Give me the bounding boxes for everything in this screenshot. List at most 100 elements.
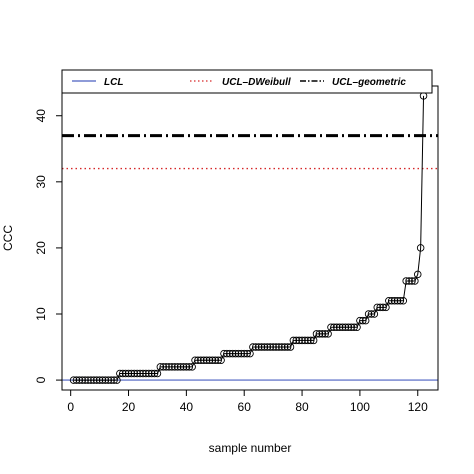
legend-label: UCL–DWeibull: [222, 77, 291, 88]
data-point: [416, 244, 425, 252]
y-axis: 0 10 20 30 40: [34, 109, 63, 383]
x-tick-label: 0: [67, 400, 74, 414]
data-point: [257, 343, 266, 351]
data-point: [185, 363, 194, 371]
x-axis-label: sample number: [209, 441, 292, 455]
data-point: [347, 323, 355, 331]
data-point: [127, 369, 136, 378]
data-point: [306, 336, 315, 345]
x-tick-label: 60: [238, 400, 252, 414]
data-point: [145, 369, 153, 378]
data-point: [116, 369, 124, 378]
data-point: [405, 277, 413, 285]
data-point: [217, 356, 225, 365]
data-point: [231, 349, 240, 358]
data-point: [266, 343, 275, 351]
data-point: [72, 376, 81, 384]
data-point: [159, 363, 167, 371]
data-point: [136, 369, 144, 378]
data-point: [335, 323, 344, 331]
data-point: [393, 297, 402, 305]
data-point: [286, 343, 295, 351]
data-point: [165, 363, 173, 371]
data-point: [202, 356, 211, 365]
x-tick-label: 120: [408, 400, 428, 414]
data-point: [252, 343, 260, 351]
data-point: [272, 343, 280, 351]
x-tick-label: 20: [122, 400, 136, 414]
data-point: [194, 356, 202, 365]
data-point: [330, 323, 338, 331]
data-point: [411, 277, 419, 285]
data-point: [234, 349, 243, 358]
data-point: [376, 303, 384, 312]
legend: LCL UCL–DWeibull UCL–geometric: [61, 69, 433, 94]
control-limit-lines: [62, 134, 438, 381]
y-tick-label: 10: [34, 307, 48, 321]
data-point: [353, 323, 361, 331]
data-point: [98, 376, 107, 384]
data-point: [130, 369, 139, 378]
data-point: [367, 310, 376, 318]
data-point: [249, 343, 257, 351]
data-point: [246, 349, 254, 358]
data-point: [295, 336, 303, 345]
data-point: [269, 343, 277, 351]
data-point: [223, 349, 231, 358]
data-point: [124, 369, 133, 378]
data-point: [75, 376, 84, 384]
data-point: [104, 376, 113, 384]
data-point: [289, 336, 298, 345]
data-point: [84, 376, 92, 384]
data-point: [344, 323, 353, 331]
data-point: [309, 336, 318, 345]
data-point: [408, 277, 416, 285]
data-point: [121, 369, 130, 378]
legend-box: [61, 69, 433, 94]
data-point: [240, 349, 248, 358]
plot-box: [61, 85, 439, 391]
data-point: [283, 343, 292, 351]
data-point: [220, 349, 228, 358]
data-point: [110, 376, 118, 384]
data-point: [361, 316, 370, 325]
y-tick-label: 40: [34, 109, 48, 123]
data-point: [153, 369, 162, 378]
data-point: [338, 323, 347, 331]
data-point: [162, 363, 170, 371]
data-point: [312, 330, 321, 338]
x-tick-label: 40: [180, 400, 194, 414]
data-point: [168, 363, 176, 371]
data-point: [78, 376, 86, 384]
data-point: [327, 323, 335, 331]
x-axis: 0 20 40 60 80 100 120: [67, 389, 428, 414]
data-point: [333, 323, 341, 331]
data-point: [402, 277, 410, 285]
data-point: [139, 369, 147, 378]
data-point: [228, 349, 237, 358]
y-tick-label: 0: [34, 376, 48, 383]
data-point: [113, 376, 121, 384]
data-point: [396, 297, 405, 305]
data-point: [211, 356, 220, 365]
data-point: [359, 316, 367, 325]
data-point: [260, 343, 269, 351]
data-point: [298, 336, 306, 345]
data-point: [90, 376, 98, 384]
data-point: [205, 356, 214, 365]
data-point: [237, 349, 246, 358]
data-point: [373, 303, 382, 312]
data-point: [275, 343, 283, 351]
legend-label: UCL–geometric: [332, 77, 406, 88]
data-point: [390, 297, 399, 305]
data-point: [304, 336, 312, 345]
data-point: [156, 363, 165, 371]
data-point: [107, 376, 115, 384]
data-point: [188, 363, 196, 371]
data-point: [387, 297, 396, 305]
data-point: [364, 310, 373, 318]
data-point: [321, 330, 329, 338]
data-point: [263, 343, 272, 351]
data-point: [182, 363, 191, 371]
data-point: [191, 356, 199, 365]
